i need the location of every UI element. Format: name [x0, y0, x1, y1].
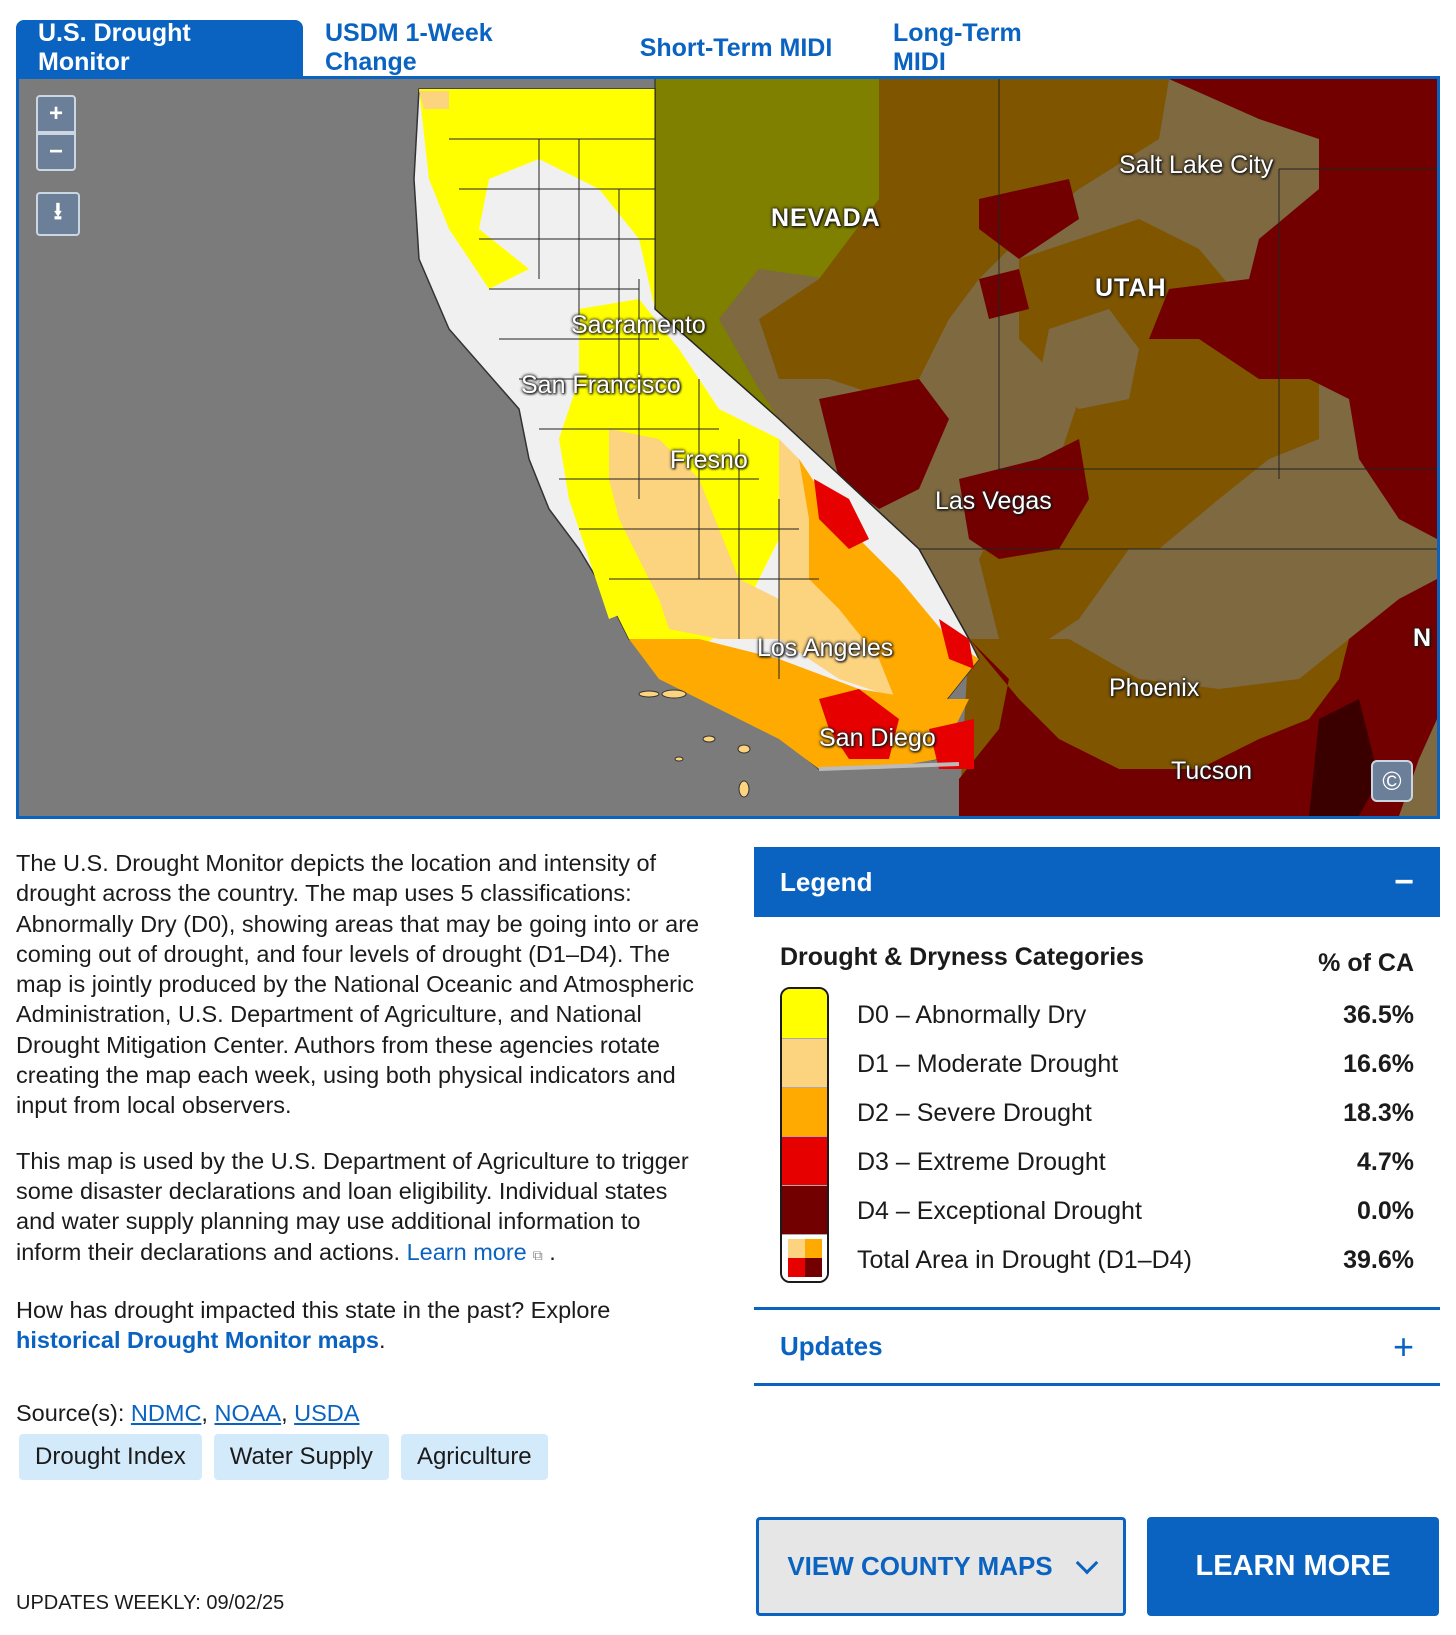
california-layer: [413, 88, 980, 770]
view-county-maps-button[interactable]: VIEW COUNTY MAPS: [756, 1517, 1126, 1616]
legend-title: Legend: [780, 866, 873, 897]
label-fresno: Fresno: [670, 446, 748, 474]
swatch-d0: [782, 989, 827, 1039]
region-outside-d1b: [1079, 549, 1219, 659]
source-link-ndmc[interactable]: NDMC: [130, 1400, 202, 1426]
tag-drought-index[interactable]: Drought Index: [19, 1434, 202, 1480]
collapse-icon[interactable]: −: [1394, 862, 1414, 901]
swatch-d4: [782, 1186, 827, 1235]
region-outside-d1c: [1039, 309, 1139, 409]
label-phoenix: Phoenix: [1109, 674, 1200, 702]
california-d0-north: [419, 89, 655, 309]
legend-categories-title: Drought & Dryness Categories: [780, 943, 1144, 971]
label-tucson: Tucson: [1171, 757, 1253, 785]
region-outside-d5-se: [1309, 699, 1379, 816]
tab-us-drought-monitor[interactable]: U.S. Drought Monitor: [16, 19, 303, 76]
california-d2: [799, 459, 979, 709]
source-link-usda[interactable]: USDA: [294, 1400, 360, 1426]
legend-row-d1: D1 – Moderate Drought 16.6%: [857, 1049, 1414, 1078]
tab-long-term-midi[interactable]: Long-Term MIDI: [893, 19, 1022, 76]
swatch-d2: [782, 1088, 827, 1137]
updates-accordion[interactable]: Updates +: [754, 1310, 1440, 1386]
tab-usdm-1-week-change[interactable]: USDM 1-Week Change: [325, 19, 493, 76]
updates-title: Updates: [780, 1331, 883, 1361]
tag-water-supply[interactable]: Water Supply: [213, 1434, 389, 1480]
source-link-noaa[interactable]: NOAA: [214, 1400, 282, 1426]
region-outside-d4-ut: [979, 269, 1029, 319]
label-los-angeles: Los Angeles: [757, 634, 894, 662]
boundary-lines: [449, 79, 1437, 679]
description-paragraph-3: How has drought impacted this state in t…: [16, 1296, 611, 1354]
legend-row-d4: D4 – Exceptional Drought 0.0%: [857, 1196, 1414, 1225]
label-sacramento: Sacramento: [571, 311, 706, 339]
historical-maps-link[interactable]: historical Drought Monitor maps: [16, 1327, 379, 1354]
drought-map[interactable]: + − ⭳ © NEVADA UTAH N Salt Lake City Sac…: [16, 76, 1440, 819]
map-description: The U.S. Drought Monitor depicts the loc…: [16, 848, 706, 1380]
swatch-d3: [782, 1137, 827, 1186]
sources-label: Source(s):: [16, 1400, 125, 1426]
legend-row-d2: D2 – Severe Drought 18.3%: [857, 1098, 1414, 1127]
map-tabs: U.S. Drought Monitor USDM 1-Week Change …: [16, 19, 1440, 76]
tab-short-term-midi[interactable]: Short-Term MIDI: [639, 33, 833, 62]
download-button[interactable]: ⭳: [36, 192, 80, 236]
region-outside-d2: [759, 79, 1169, 399]
tag-agriculture[interactable]: Agriculture: [400, 1434, 548, 1480]
legend-row-d0: D0 – Abnormally Dry 36.5%: [857, 1000, 1414, 1029]
legend-header[interactable]: Legend −: [754, 847, 1440, 917]
region-nevada-d0: [655, 79, 949, 419]
expand-icon[interactable]: +: [1392, 1325, 1414, 1367]
description-paragraph-2: This map is used by the U.S. Department …: [16, 1147, 689, 1265]
legend-percent-title: % of CA: [1318, 949, 1414, 977]
label-utah: UTAH: [1095, 274, 1167, 302]
region-outside-d4-east: [1149, 79, 1437, 539]
label-san-diego: San Diego: [819, 724, 936, 752]
region-outside-d4-nw: [979, 179, 1079, 259]
updates-weekly: UPDATES WEEKLY: 09/02/25: [16, 1592, 285, 1614]
california-d3-sd: [819, 689, 899, 759]
swatch-d1: [782, 1039, 827, 1088]
label-las-vegas: Las Vegas: [935, 487, 1052, 515]
zoom-in-button[interactable]: +: [36, 95, 76, 133]
california-d3-east: [814, 479, 869, 549]
legend-row-total: Total Area in Drought (D1–D4) 39.6%: [857, 1245, 1414, 1274]
legend-body: Drought & Dryness Categories % of CA D0 …: [754, 917, 1440, 1310]
label-san-francisco: San Francisco: [521, 371, 681, 399]
download-icon: ⭳: [53, 197, 63, 225]
california-d3-border: [929, 719, 974, 769]
california-d3-se: [939, 619, 974, 669]
legend-color-ramp: [780, 987, 829, 1283]
tag-list: Drought Index Water Supply Agriculture: [19, 1434, 548, 1480]
channel-islands: [638, 689, 751, 798]
mexico-border: [818, 762, 960, 771]
california-d1-north: [419, 91, 449, 109]
legend-row-d3: D3 – Extreme Drought 4.7%: [857, 1147, 1414, 1176]
neighbor-states-layer: [655, 79, 1437, 816]
copyright-button[interactable]: ©: [1371, 760, 1413, 802]
swatch-total: [782, 1235, 827, 1281]
learn-more-button[interactable]: LEARN MORE: [1147, 1517, 1439, 1616]
drought-map-canvas[interactable]: [19, 79, 1437, 816]
external-link-icon: ⧉: [532, 1246, 543, 1263]
label-new-mexico: N: [1413, 624, 1433, 652]
region-outside-d4-west: [819, 379, 949, 509]
sources: Source(s): NDMC, NOAA, USDA: [16, 1400, 360, 1426]
label-salt-lake-city: Salt Lake City: [1119, 151, 1274, 179]
label-nevada: NEVADA: [771, 204, 881, 232]
zoom-out-button[interactable]: −: [36, 133, 76, 171]
description-paragraph-1: The U.S. Drought Monitor depicts the loc…: [16, 850, 700, 1119]
learn-more-link[interactable]: Learn more: [406, 1238, 527, 1265]
chevron-down-icon: [1075, 1551, 1098, 1574]
